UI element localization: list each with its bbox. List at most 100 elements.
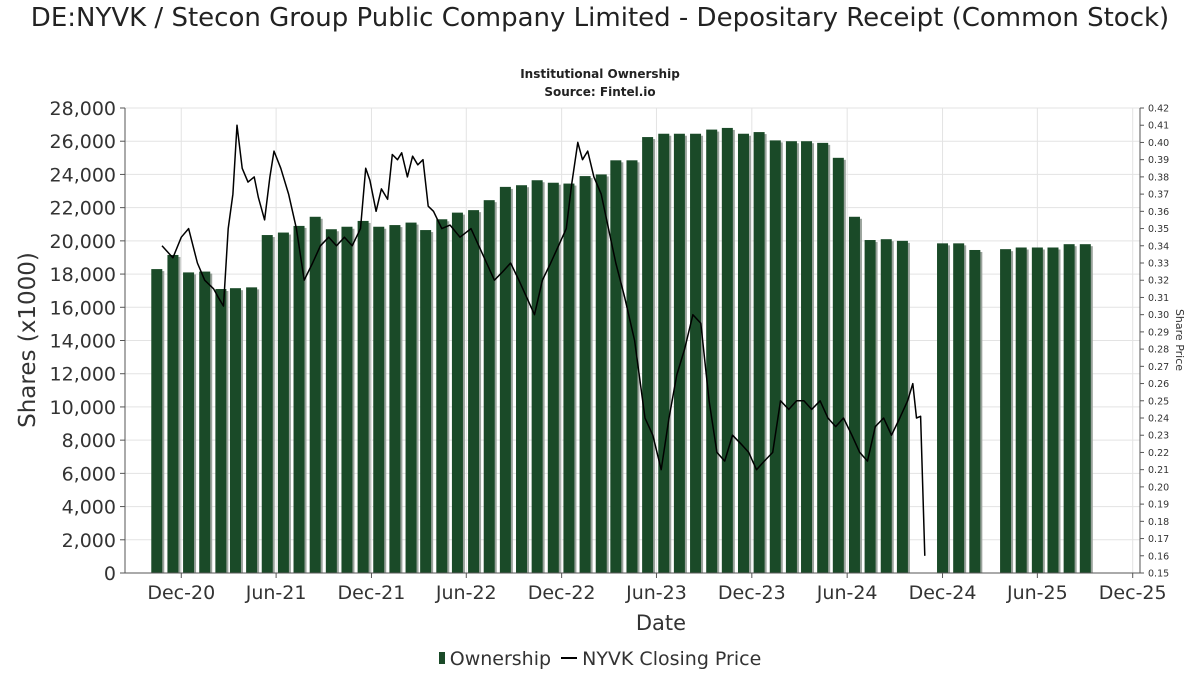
ownership-bar (373, 226, 385, 573)
ownership-bar (753, 132, 765, 573)
x-axis-ticks: Dec-20 Jun-21 Dec-21 Jun-22 Dec-22 Jun-23 Dec-… (147, 573, 1167, 604)
ownership-bar (183, 272, 195, 573)
y-tick-label: 18,000 (50, 264, 116, 286)
legend-item-price: NYVK Closing Price (561, 648, 761, 670)
ownership-bar (610, 160, 622, 573)
ownership-bar (405, 222, 417, 573)
ownership-bar (389, 225, 401, 573)
ownership-bar (483, 200, 495, 573)
y2-tick-label: 0.20 (1148, 482, 1169, 493)
y2-tick-label: 0.38 (1148, 172, 1169, 183)
ownership-bar (547, 182, 559, 573)
ownership-bar (1031, 247, 1043, 573)
ownership-bar (595, 174, 607, 573)
y2-axis-label: Share Price (1173, 309, 1186, 371)
legend-label-price: NYVK Closing Price (582, 648, 762, 670)
ownership-bar (937, 243, 949, 574)
ownership-bar (848, 216, 860, 573)
y-axis-label: Shares (x1000) (15, 252, 41, 428)
y2-axis-ticks: 0.15 0.16 0.17 0.18 0.19 0.20 0.21 0.22 0.23 0.24… (1140, 104, 1169, 580)
ownership-bar (309, 216, 321, 573)
ownership-bar (706, 129, 718, 573)
ownership-bar (817, 142, 829, 573)
chart-subtitle-source: Source: Fintel.io (544, 85, 656, 99)
ownership-bar (516, 185, 528, 574)
ownership-bar (229, 288, 241, 573)
ownership-bar (215, 289, 227, 573)
chart-title: DE:NYVK / Stecon Group Public Company Li… (30, 3, 1170, 33)
y-tick-label: 6,000 (62, 463, 116, 485)
ownership-bar (769, 140, 781, 574)
y2-tick-label: 0.35 (1148, 224, 1169, 235)
y-tick-label: 16,000 (50, 297, 116, 319)
price-line-group (161, 124, 926, 556)
legend: Ownership NYVK Closing Price (0, 648, 1200, 670)
ownership-bar (451, 212, 463, 573)
ownership-bar (499, 186, 511, 574)
legend-item-ownership: Ownership (438, 648, 552, 670)
y2-tick-label: 0.30 (1148, 310, 1169, 321)
y-tick-label: 28,000 (50, 98, 116, 120)
y2-tick-label: 0.39 (1148, 155, 1169, 166)
y-axis-ticks: 0 2,000 4,000 6,000 8,000 10,000 12,000 14,000 1… (50, 98, 125, 585)
x-tick-label: Jun-21 (245, 582, 307, 604)
ownership-bar (785, 141, 797, 573)
ownership-bar (969, 249, 981, 573)
ownership-bar (1015, 247, 1027, 573)
ownership-bar (151, 269, 163, 573)
y-tick-label: 22,000 (50, 198, 116, 220)
y2-tick-label: 0.22 (1148, 448, 1169, 459)
x-tick-label: Jun-23 (625, 582, 687, 604)
chart-canvas: 0 2,000 4,000 6,000 8,000 10,000 12,000 14,000 1… (15, 98, 1186, 635)
y-tick-label: 24,000 (50, 164, 116, 186)
y2-tick-label: 0.17 (1148, 534, 1169, 545)
y2-tick-label: 0.26 (1148, 379, 1169, 390)
y2-tick-label: 0.15 (1148, 569, 1169, 580)
x-tick-label: Dec-23 (718, 582, 786, 604)
y2-tick-label: 0.41 (1148, 121, 1169, 132)
y-tick-label: 26,000 (50, 131, 116, 153)
ownership-bar (801, 141, 813, 573)
legend-label-ownership: Ownership (449, 648, 552, 670)
y2-tick-label: 0.34 (1148, 241, 1169, 252)
y2-tick-label: 0.28 (1148, 345, 1169, 356)
ownership-bar (690, 133, 702, 573)
y2-tick-label: 0.25 (1148, 396, 1169, 407)
y-tick-label: 14,000 (50, 331, 116, 353)
x-tick-label: Dec-25 (1099, 582, 1167, 604)
ownership-bar (563, 183, 575, 573)
y2-tick-label: 0.32 (1148, 276, 1169, 287)
ownership-bar (420, 230, 432, 573)
ownership-bar (246, 287, 258, 573)
ownership-bar (357, 220, 369, 573)
y-tick-label: 10,000 (50, 397, 116, 419)
y2-tick-label: 0.36 (1148, 207, 1169, 218)
legend-swatch-price (561, 657, 578, 659)
ownership-bar (721, 127, 733, 573)
ownership-bar (626, 160, 638, 573)
ownership-bar (737, 133, 749, 573)
x-tick-label: Jun-25 (1006, 582, 1068, 604)
ownership-bar (436, 219, 448, 573)
legend-swatch-ownership (438, 652, 445, 664)
y-tick-label: 12,000 (50, 364, 116, 386)
y2-tick-label: 0.42 (1148, 104, 1169, 115)
y-tick-label: 0 (104, 563, 116, 585)
ownership-bar (864, 240, 876, 573)
ownership-bar (341, 226, 353, 573)
y-tick-label: 2,000 (62, 530, 116, 552)
y2-tick-label: 0.29 (1148, 327, 1169, 338)
ownership-bar (531, 180, 543, 573)
y2-tick-label: 0.16 (1148, 551, 1169, 562)
x-tick-label: Dec-20 (147, 582, 215, 604)
x-tick-label: Dec-24 (909, 582, 977, 604)
ownership-bar (832, 157, 844, 574)
x-tick-label: Dec-21 (338, 582, 406, 604)
ownership-bar (896, 240, 908, 573)
y2-tick-label: 0.24 (1148, 414, 1169, 425)
ownership-bar (293, 225, 305, 574)
y2-tick-label: 0.37 (1148, 190, 1169, 201)
y2-tick-label: 0.18 (1148, 517, 1169, 528)
ownership-bar (673, 133, 685, 573)
y2-tick-label: 0.27 (1148, 362, 1169, 373)
